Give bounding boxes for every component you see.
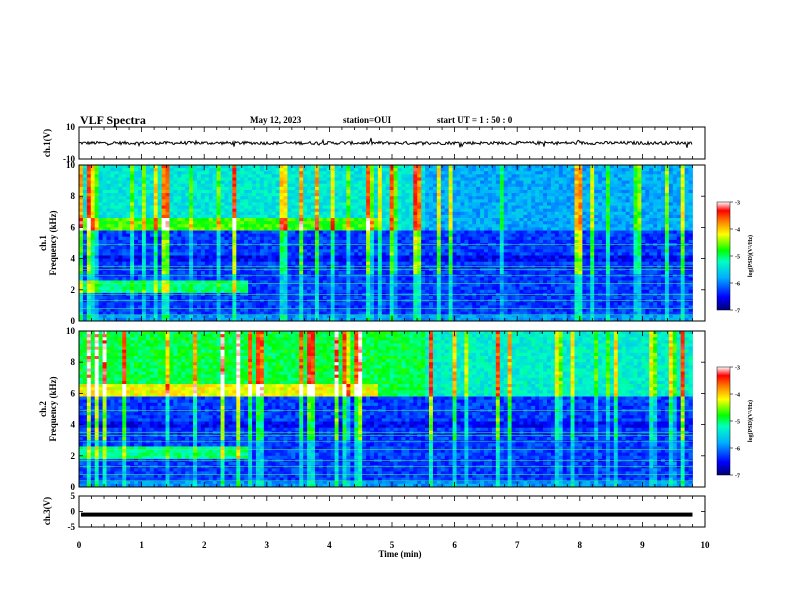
y-tick-label: 10 [66, 122, 76, 132]
colorbar-tick-label: -5 [735, 255, 740, 261]
figure-date: May 12, 2023 [250, 115, 302, 125]
x-tick-label: 6 [452, 540, 457, 550]
ch2-spectrogram-ylabel-channel: ch.2 [38, 401, 48, 417]
ch1-waveform-panel: 10 -10 ch.1(V) [42, 122, 706, 164]
x-tick-label: 9 [640, 540, 645, 550]
colorbar-tick-label: -7 [735, 309, 740, 315]
y-tick-label: 2 [71, 285, 76, 295]
ch1-colorbar-label: log(PSD)(V²/Hz) [747, 235, 754, 277]
y-tick-label: 4 [71, 420, 76, 430]
ch1-waveform-ylabel: ch.1(V) [42, 129, 52, 157]
y-tick-label: 6 [71, 388, 76, 398]
ch1-spectrogram-ylabel-frequency: Frequency (kHz) [48, 210, 58, 275]
x-tick-label: 10 [701, 540, 711, 550]
colorbar-tick-label: -4 [735, 228, 740, 234]
ch2-colorbar-label: log(PSD)(V²/Hz) [747, 400, 754, 442]
colorbar-tick-label: -4 [735, 393, 740, 399]
y-tick-label: 6 [71, 222, 76, 232]
x-tick-label: 5 [390, 540, 395, 550]
figure-start-time: start UT = 1 : 50 : 0 [437, 115, 513, 125]
ch3-waveform-panel: 5 0 -5 ch.3(V) [42, 491, 706, 532]
colorbar-tick-label: -3 [735, 201, 740, 207]
ch2-spectrogram-ylabel-frequency: Frequency (kHz) [48, 376, 58, 441]
time-axis: 0 1 2 3 4 5 6 7 8 9 10 [77, 127, 710, 550]
y-tick-label: 10 [66, 326, 76, 336]
y-tick-label: 8 [71, 191, 76, 201]
colorbar-tick-label: -5 [735, 420, 740, 426]
y-tick-label: 0 [71, 316, 76, 326]
y-tick-label: 2 [71, 451, 76, 461]
y-tick-label: 4 [71, 254, 76, 264]
x-tick-label: 0 [77, 540, 82, 550]
colorbar-tick-label: -3 [735, 366, 740, 372]
ch1-spectrogram-image [79, 165, 705, 322]
colorbar-tick-label: -6 [735, 282, 740, 288]
x-tick-label: 2 [202, 540, 207, 550]
ch1-waveform-line [78, 137, 693, 148]
y-tick-label: -10 [63, 154, 75, 164]
y-tick-label: 5 [71, 491, 76, 501]
ch1-colorbar [716, 201, 731, 311]
ch1-spectrogram-ylabel-channel: ch.1 [38, 235, 48, 251]
time-axis-label: Time (min) [378, 549, 421, 559]
figure-title: VLF Spectra [80, 113, 146, 127]
x-tick-label: 3 [265, 540, 270, 550]
ch3-waveform-ylabel: ch.3(V) [42, 497, 52, 525]
y-tick-label: 0 [71, 482, 76, 492]
ch2-colorbar [716, 366, 731, 476]
y-tick-label: 10 [66, 160, 76, 170]
x-tick-label: 4 [327, 540, 332, 550]
colorbar-tick-label: -7 [735, 474, 740, 480]
x-tick-label: 1 [139, 540, 144, 550]
figure-station: station=OUI [343, 115, 392, 125]
y-tick-label: 8 [71, 357, 76, 367]
y-tick-label: 0 [71, 507, 76, 517]
x-tick-label: 7 [515, 540, 520, 550]
ch3-waveform-line [81, 512, 693, 517]
ch2-spectrogram-image [79, 331, 705, 488]
x-tick-label: 8 [578, 540, 583, 550]
colorbar-tick-label: -6 [735, 447, 740, 453]
y-tick-label: -5 [68, 522, 76, 532]
